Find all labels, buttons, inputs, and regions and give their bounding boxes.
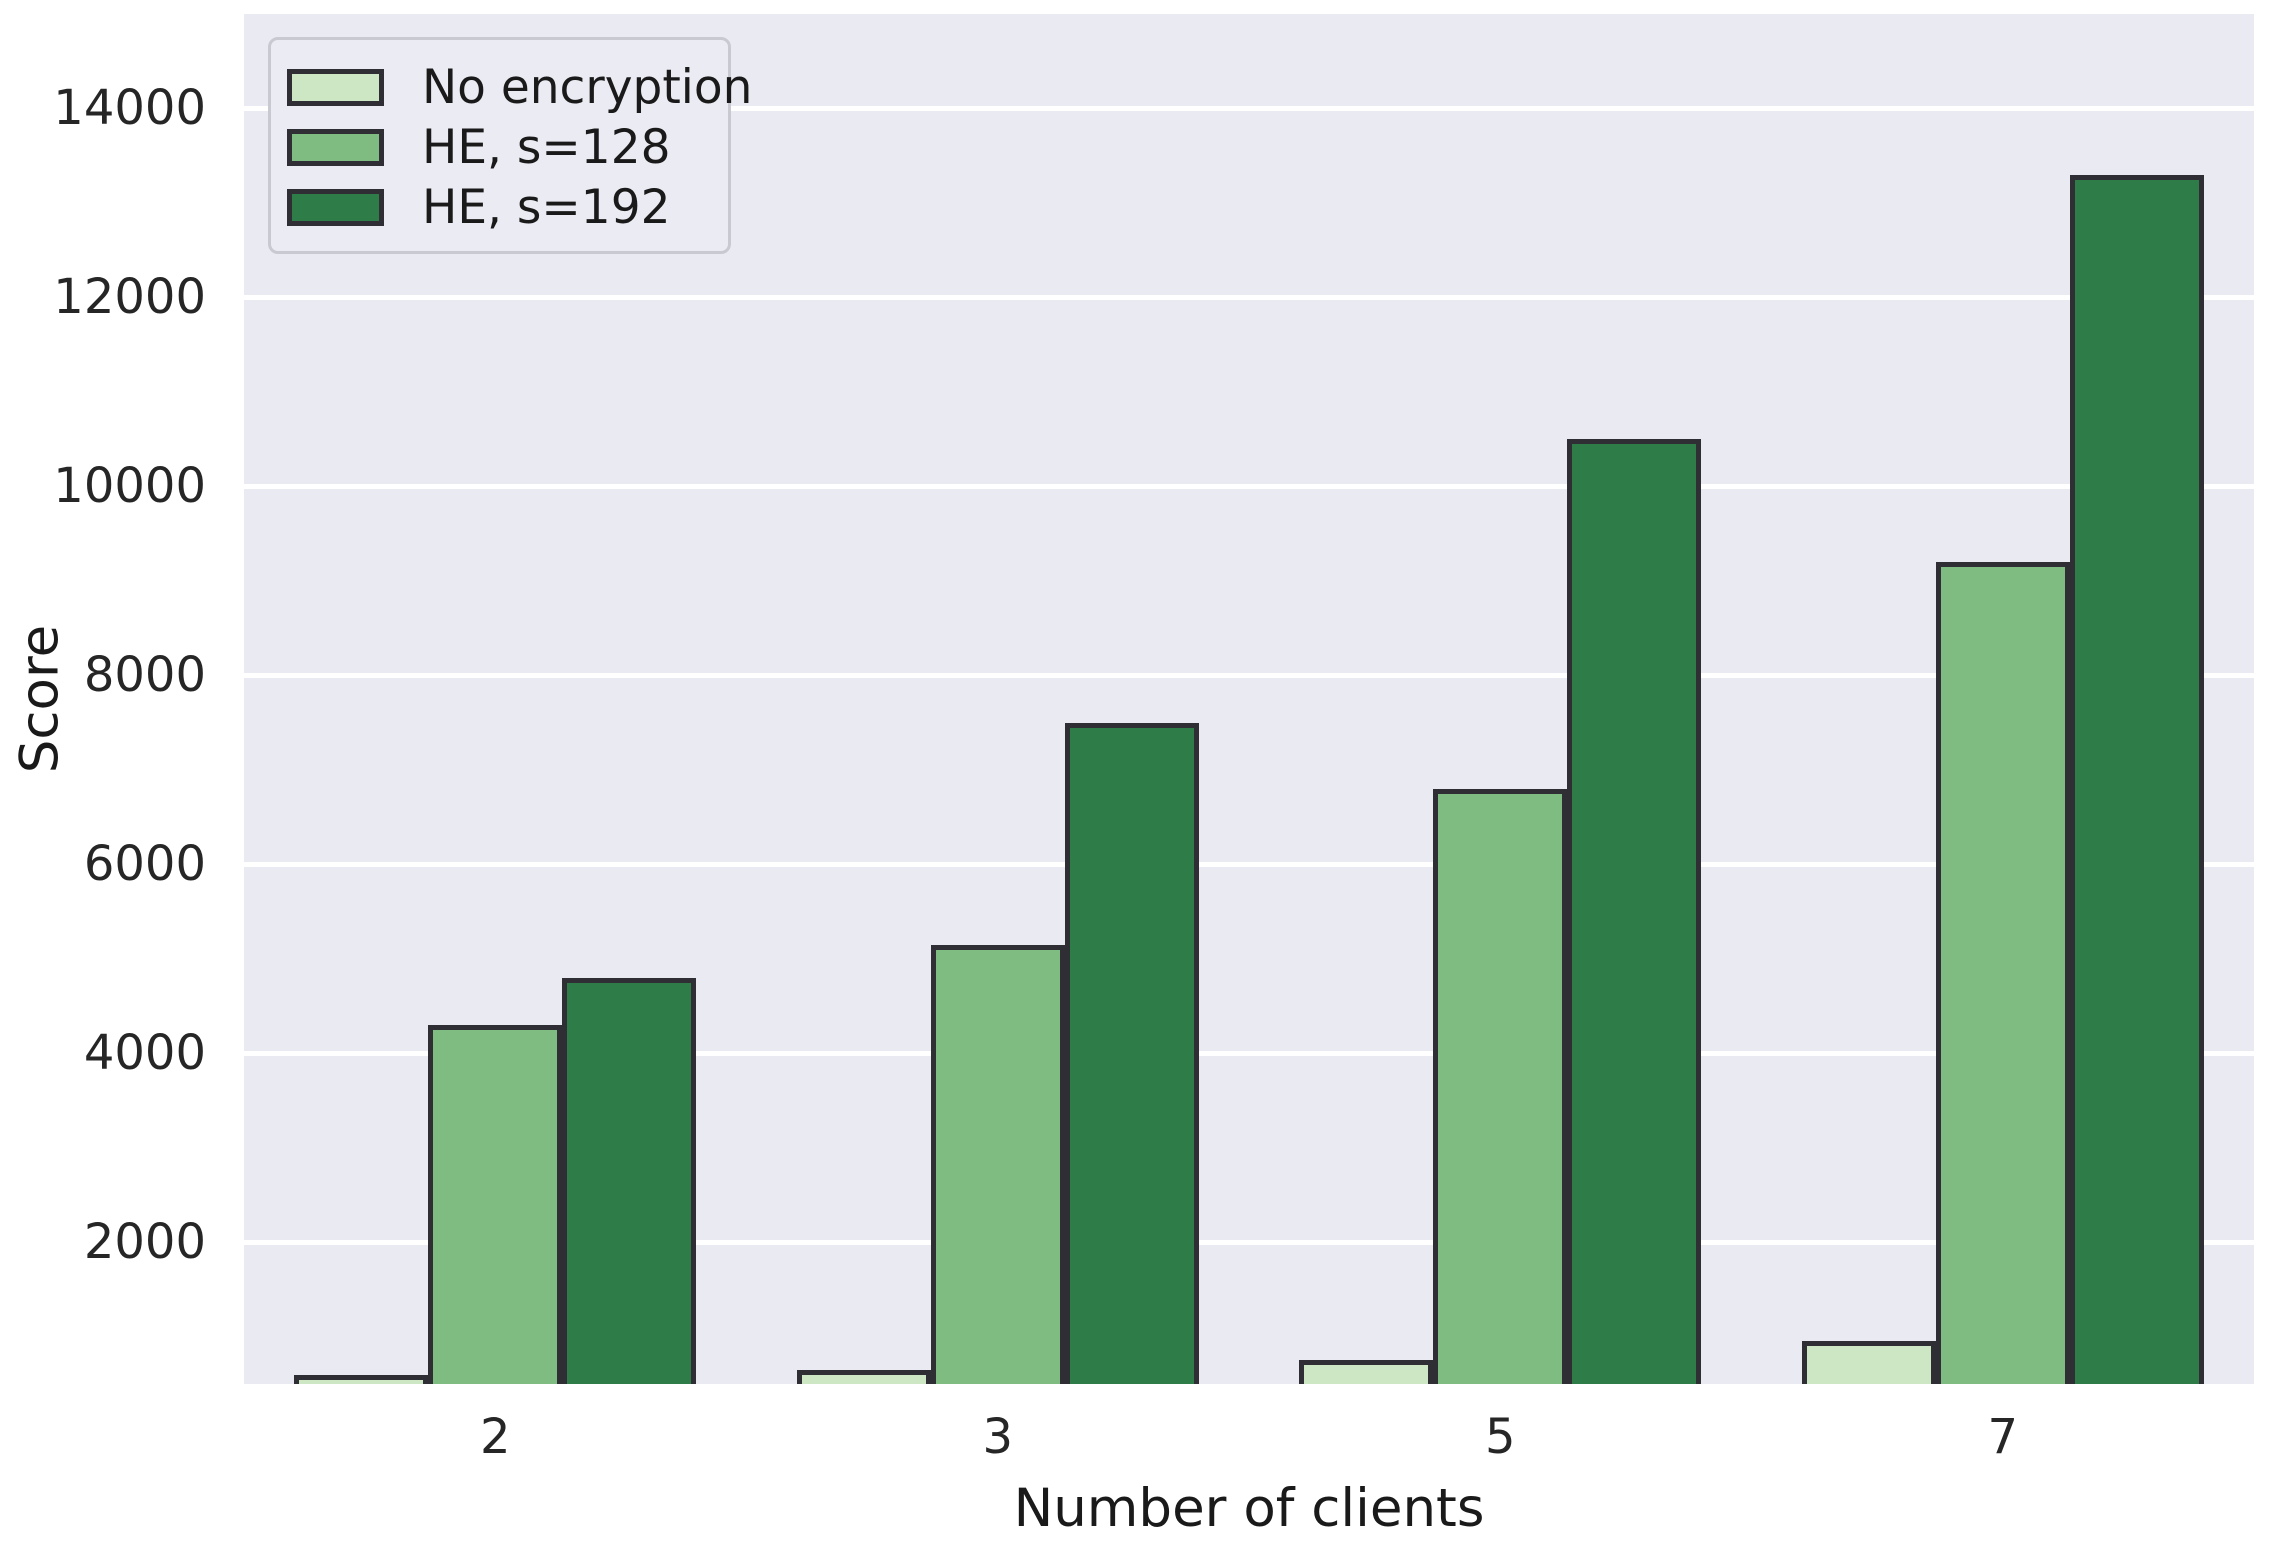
gridline-y-2000 [244, 1239, 2254, 1245]
legend-swatch-icon [287, 129, 384, 166]
bar-he-s-192-clients-2 [562, 977, 697, 1384]
legend: No encryption HE, s=128 HE, s=192 [268, 37, 752, 254]
y-tick-label: 14000 [53, 80, 206, 137]
bar-he-s-128-clients-7 [1935, 562, 2070, 1384]
x-tick-label-7: 7 [1987, 1409, 2019, 1465]
x-axis-title: Number of clients [1013, 1478, 1485, 1539]
bar-no-encryption-clients-2 [294, 1374, 429, 1384]
legend-swatch-icon [287, 188, 384, 226]
legend-item: No encryption [287, 58, 752, 118]
y-tick-label: 4000 [83, 1025, 206, 1082]
gridline-y-8000 [244, 672, 2254, 678]
bar-he-s-128-clients-2 [428, 1024, 563, 1384]
bar-he-s-128-clients-5 [1433, 788, 1568, 1384]
legend-item: HE, s=128 [287, 118, 698, 178]
y-tick-label: 8000 [83, 647, 206, 704]
x-tick-label-3: 3 [982, 1409, 1014, 1465]
x-tick-label-5: 5 [1484, 1409, 1516, 1465]
legend-item: HE, s=192 [287, 177, 698, 237]
bar-he-s-192-clients-3 [1064, 722, 1199, 1384]
legend-swatch-icon [287, 69, 384, 107]
y-tick-label: 6000 [83, 836, 206, 893]
gridline-y-6000 [244, 861, 2254, 867]
gridline-y-10000 [244, 483, 2254, 489]
legend-label: HE, s=128 [422, 120, 671, 175]
bar-he-s-192-clients-5 [1567, 439, 1702, 1384]
bar-no-encryption-clients-7 [1801, 1341, 1936, 1384]
y-tick-label: 12000 [53, 269, 206, 326]
gridline-y-12000 [244, 294, 2254, 300]
y-tick-label: 2000 [83, 1214, 206, 1271]
bar-no-encryption-clients-5 [1299, 1360, 1434, 1384]
gridline-y-14000 [244, 105, 2254, 111]
bar-he-s-192-clients-7 [2069, 174, 2204, 1384]
gridline-y-4000 [244, 1050, 2254, 1056]
y-tick-label: 10000 [53, 458, 206, 515]
x-tick-label-2: 2 [479, 1409, 511, 1465]
legend-label: No encryption [422, 60, 753, 116]
bar-no-encryption-clients-3 [796, 1369, 931, 1384]
bar-he-s-128-clients-3 [930, 944, 1065, 1384]
legend-label: HE, s=192 [422, 179, 671, 235]
